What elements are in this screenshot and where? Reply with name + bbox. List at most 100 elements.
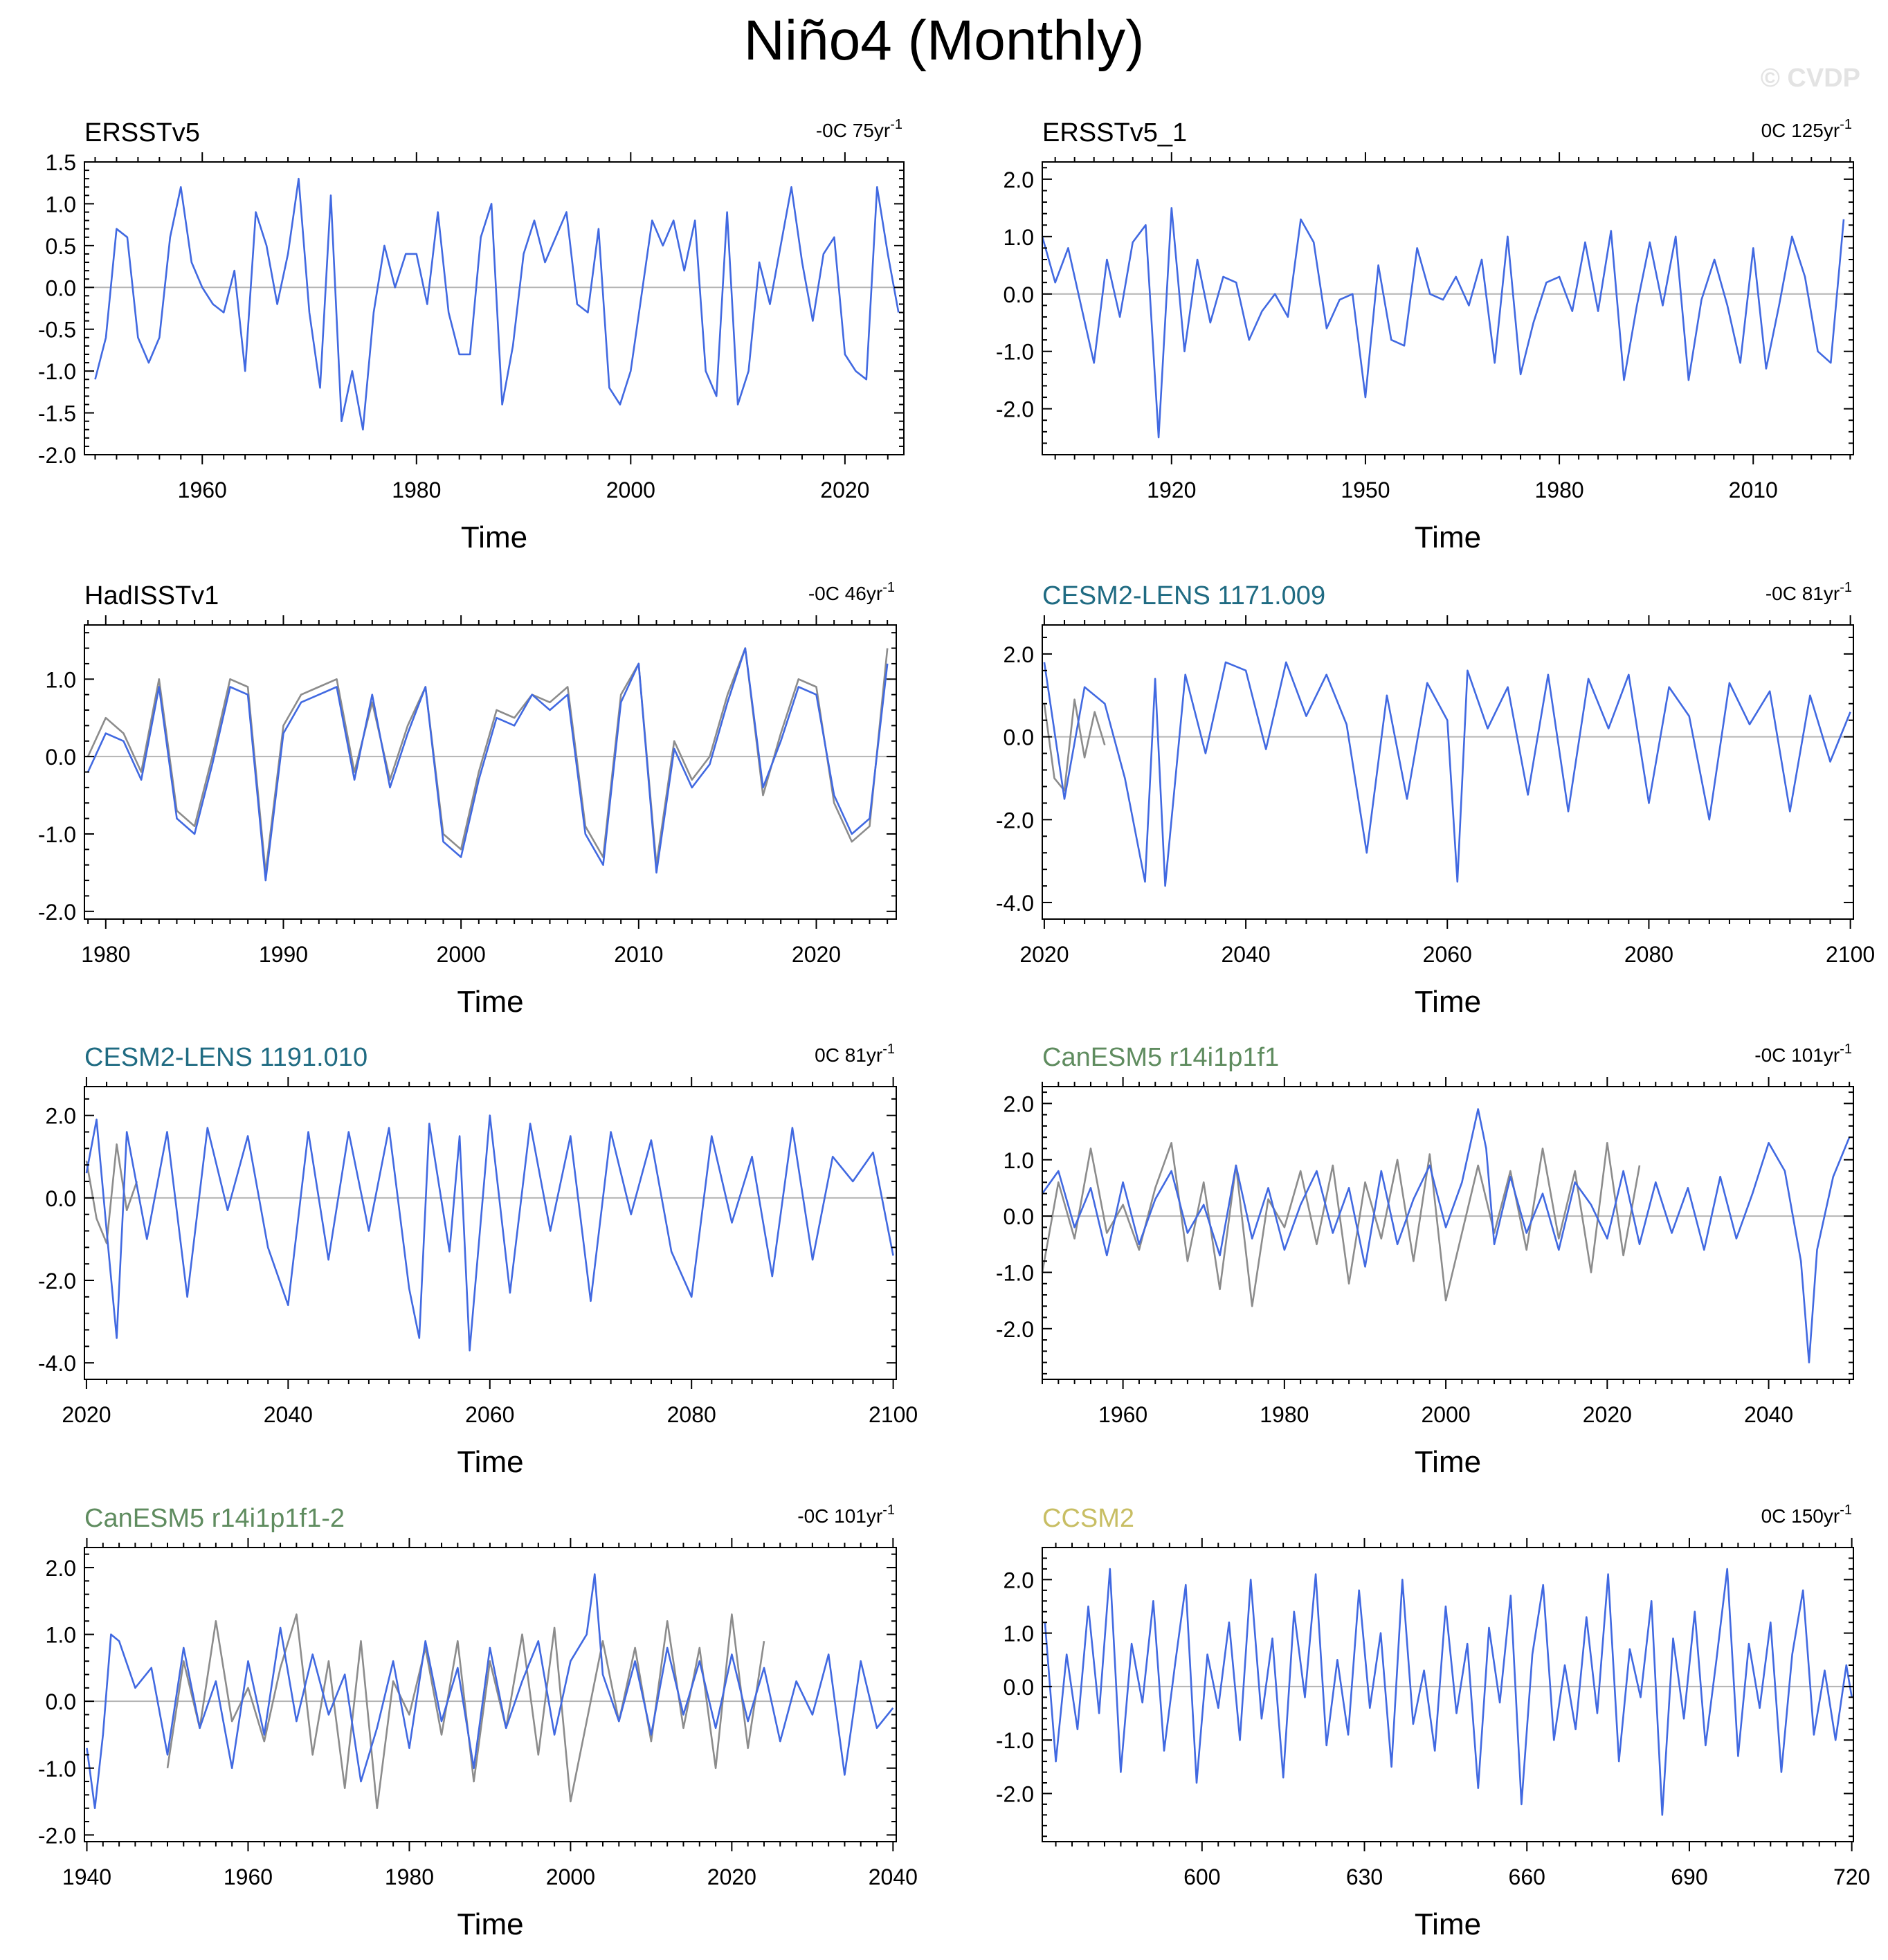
y-tick-label: -4.0 [996,891,1034,916]
x-axis-label: Time [461,520,527,554]
x-tick-label: 600 [1183,1864,1220,1889]
trend-annotation-superscript: -1 [882,1042,895,1057]
series-line-primary [1041,207,1845,439]
y-tick-label: 2.0 [46,1104,76,1129]
series-line-primary [1041,1108,1851,1363]
plot-frame [84,1547,897,1842]
series-line-primary [87,647,889,882]
x-tick-label: 2020 [792,942,841,967]
x-tick-label: 2010 [614,942,663,967]
series-line-comparison [1043,698,1106,792]
y-tick-label: 0.0 [1004,1675,1034,1700]
y-tick-label: 1.0 [1004,1148,1034,1173]
plot-frame [1042,1086,1854,1380]
figure-title: Niño4 (Monthly) [743,9,1145,72]
y-tick-label: -1.5 [38,401,76,426]
panel-title: ERSSTv5 [84,118,200,147]
x-tick-label: 2100 [1826,942,1875,967]
panel-title: HadISSTv1 [84,581,219,610]
y-tick-label: -1.0 [996,1728,1034,1753]
x-axis-label: Time [457,1907,523,1941]
x-tick-label: 1980 [81,942,130,967]
y-tick-label: 2.0 [1004,167,1034,192]
y-tick-label: -2.0 [38,900,76,925]
trend-annotation-superscript: -1 [1840,117,1852,132]
x-tick-label: 1990 [259,942,308,967]
series-line-primary [86,1573,894,1809]
plot-frame [84,161,905,455]
y-tick-label: -1.0 [38,822,76,847]
series-line-primary [1044,1568,1853,1816]
x-tick-label: 1940 [62,1864,111,1889]
y-tick-label: 1.0 [1004,225,1034,250]
x-tick-label: 1980 [385,1864,434,1889]
x-axis-label: Time [457,1445,523,1479]
x-tick-label: 2020 [1583,1402,1632,1427]
y-tick-label: -2.0 [38,1269,76,1294]
cvdp-watermark: © CVDP [1760,64,1860,93]
y-tick-label: 2.0 [46,1556,76,1581]
chart-panel-5: -4.0 -2.0 0.0 2.0 2020 2040 2060 2080 2100 Time CE… [38,1042,918,1479]
x-tick-label: 630 [1346,1864,1383,1889]
trend-annotation: -0C 75yr-1 [816,117,902,141]
trend-annotation-superscript: -1 [1840,1042,1852,1057]
x-tick-label: 2000 [606,478,655,502]
x-tick-label: 1960 [178,478,227,502]
trend-annotation: -0C 81yr-1 [1766,580,1852,604]
y-tick-label: 0.0 [1004,282,1034,307]
y-tick-label: 0.0 [46,1689,76,1714]
x-tick-label: 1980 [1534,478,1583,502]
chart-panel-1: -2.0 -1.5 -1.0 -0.5 0.0 0.5 1.0 1.5 1960 1980 2000… [38,117,905,554]
x-axis-label: Time [457,985,523,1019]
x-axis-label: Time [1415,985,1481,1019]
y-tick-label: 0.0 [1004,1204,1034,1229]
series-line-comparison [85,1143,138,1244]
series-line-comparison [166,1613,765,1809]
trend-annotation-superscript: -1 [1840,1503,1852,1518]
series-line-primary [94,177,900,431]
trend-annotation-superscript: -1 [890,117,902,132]
y-tick-label: -2.0 [38,443,76,468]
series-line-comparison [1041,1142,1641,1307]
y-tick-label: 2.0 [1004,642,1034,667]
x-tick-label: 2020 [820,478,869,502]
y-tick-label: 0.0 [46,275,76,300]
x-axis-label: Time [1415,520,1481,554]
plot-frame [1042,161,1854,455]
x-tick-label: 2040 [869,1864,918,1889]
x-tick-label: 660 [1509,1864,1545,1889]
x-tick-label: 1960 [224,1864,273,1889]
y-tick-label: -1.0 [996,1260,1034,1285]
x-tick-label: 2000 [546,1864,595,1889]
y-tick-label: -0.5 [38,318,76,343]
trend-annotation: 0C 125yr-1 [1761,117,1852,141]
trend-annotation: 0C 81yr-1 [815,1042,895,1066]
x-tick-label: 1960 [1098,1402,1147,1427]
x-tick-label: 1920 [1147,478,1196,502]
y-tick-label: 2.0 [1004,1091,1034,1116]
x-axis-label: Time [1415,1907,1481,1941]
y-tick-label: -2.0 [996,397,1034,422]
trend-annotation: -0C 101yr-1 [1754,1042,1852,1066]
x-tick-label: 720 [1833,1864,1870,1889]
x-tick-label: 2020 [62,1402,111,1427]
series-line-primary [85,1114,894,1352]
plot-frame [1042,1547,1854,1842]
x-tick-label: 1950 [1341,478,1390,502]
y-tick-label: -4.0 [38,1351,76,1376]
chart-panel-3: -2.0 -1.0 0.0 1.0 1980 1990 2000 2010 2020 Time Ha… [38,580,897,1019]
chart-panel-4: -4.0 -2.0 0.0 2.0 2020 2040 2060 2080 2100 Time CE… [996,580,1875,1019]
y-tick-label: 2.0 [1004,1568,1034,1592]
chart-panel-6: -2.0 -1.0 0.0 1.0 2.0 1960 1980 2000 2020 2040 Tim… [996,1042,1854,1479]
y-tick-label: 1.5 [46,150,76,175]
series-line-primary [1043,661,1851,887]
y-tick-label: -2.0 [996,1317,1034,1342]
chart-panel-2: -2.0 -1.0 0.0 1.0 2.0 1920 1950 1980 2010 Time ERS… [996,117,1854,554]
y-tick-label: 1.0 [46,192,76,217]
y-tick-label: -2.0 [38,1823,76,1848]
trend-annotation-superscript: -1 [882,1503,895,1518]
chart-panel-8: -2.0 -1.0 0.0 1.0 2.0 600 630 660 690 720 Time CCSM… [996,1503,1870,1941]
trend-annotation-superscript: -1 [882,580,895,595]
panel-title: CESM2-LENS 1171.009 [1042,581,1325,610]
